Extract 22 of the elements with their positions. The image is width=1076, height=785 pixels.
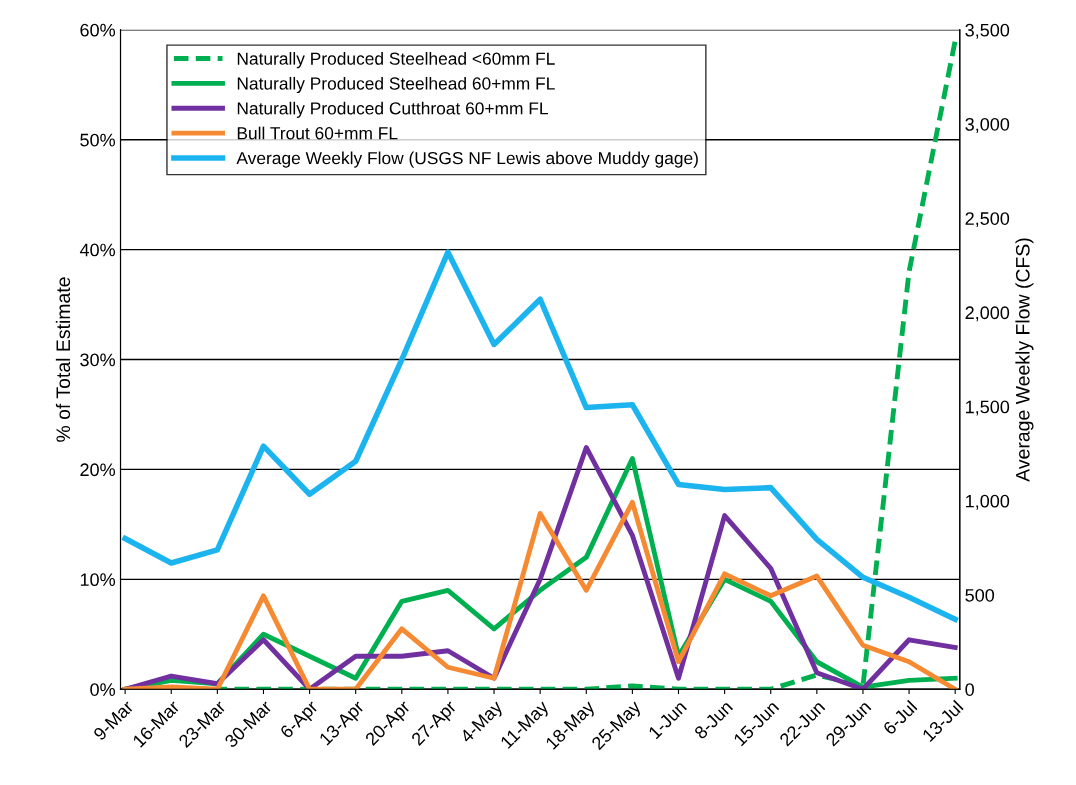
y-tick-label: 10% — [80, 573, 116, 587]
y2-tick-label: 500 — [965, 588, 995, 602]
y2-tick-label: 1,500 — [966, 400, 1010, 416]
legend-label: Bull Trout 60+mm FL — [237, 126, 398, 140]
y2-tick-label: 3,000 — [965, 117, 1010, 133]
legend-label: Average Weekly Flow (USGS NF Lewis above Muddy gage) — [236, 151, 698, 168]
y2-tick-label: 0 — [965, 683, 974, 696]
y2-axis-title: Average Weekly Flow (CFS) — [1015, 238, 1034, 482]
y2-tick-label: 1,000 — [966, 494, 1010, 510]
legend-label: Naturally Produced Steelhead <60mm FL — [237, 52, 555, 69]
legend-label: Naturally Produced Steelhead 60+mm FL — [237, 76, 555, 94]
y2-tick-label: 2,500 — [965, 212, 1010, 228]
y2-tick-label: 2,000 — [965, 306, 1010, 322]
y-tick-label: 30% — [80, 353, 116, 367]
y-tick-label: 20% — [80, 463, 116, 477]
y-axis-title: % of Total Estimate — [55, 277, 71, 442]
y-tick-label: 60% — [80, 23, 116, 37]
y-tick-label: 40% — [79, 243, 116, 257]
legend-label: Naturally Produced Cutthroat 60+mm FL — [237, 101, 548, 118]
y2-tick-label: 3,500 — [965, 23, 1010, 39]
y-tick-label: 0% — [90, 683, 116, 696]
y-tick-label: 50% — [80, 133, 116, 147]
